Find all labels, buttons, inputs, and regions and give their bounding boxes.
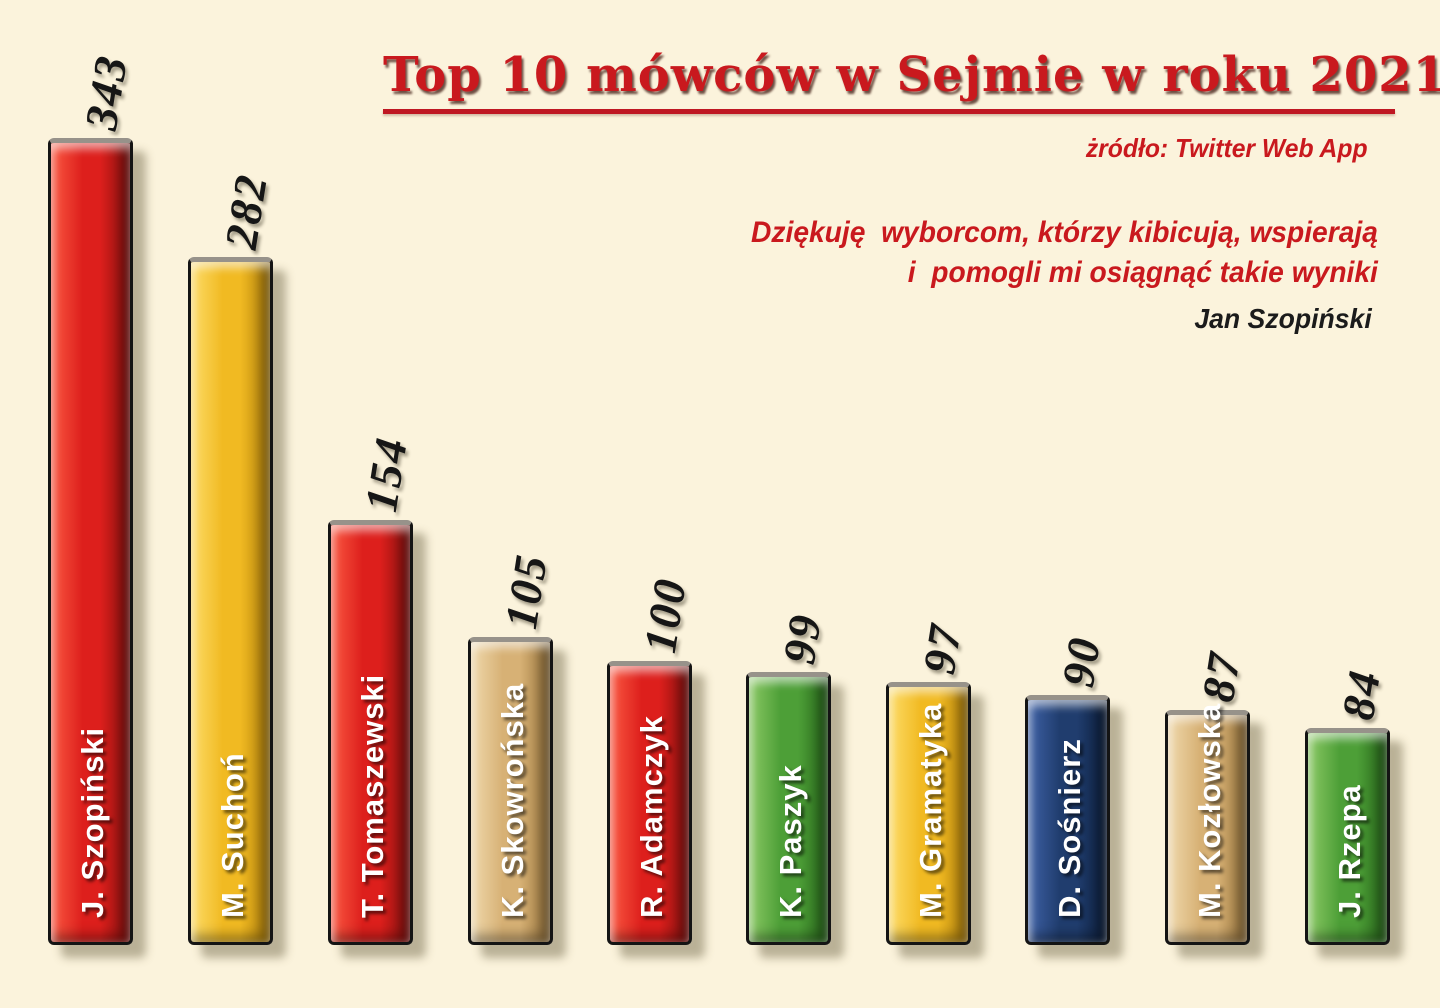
bar-name-label: K. Paszyk [772,764,808,918]
bar-5 [607,661,692,945]
bar-name-label: J. Rzepa [1331,784,1367,918]
bar-6 [746,672,831,945]
bar-value-label: 282 [214,170,277,253]
quote-author: Jan Szopiński [1194,303,1372,334]
bar-name-label: R. Adamczyk [633,715,669,918]
title-underline [383,109,1395,114]
source-caption: żródło: Twitter Web App [1086,133,1368,163]
bar-value-label: 84 [1331,665,1390,724]
bar-10 [1305,728,1390,945]
bar-value-label: 154 [354,433,417,516]
bar-name-label: M. Kozłowska [1191,702,1227,918]
bar-2 [188,257,273,945]
bar-name-label: D. Sośnierz [1051,738,1087,918]
bar-value-label: 343 [74,51,137,134]
bar-4 [468,637,553,945]
quote-line-2: i pomogli mi osiągnąć takie wyniki [907,256,1378,289]
page-title: Top 10 mówców w Sejmie w roku 2021 [383,47,1440,103]
bar-7 [886,682,971,945]
bar-value-label: 87 [1191,647,1250,706]
bar-name-label: T. Tomaszewski [354,673,390,918]
bar-name-label: M. Gramatyka [912,702,948,918]
bar-8 [1025,695,1110,945]
bar-1 [48,138,133,945]
bar-value-label: 100 [633,574,696,657]
bar-value-label: 105 [494,550,557,633]
bar-name-label: K. Skowrońska [494,682,530,918]
bar-value-label: 90 [1051,632,1110,691]
quote-block: Dziękuję wyborcom, którzy kibicują, wspi… [751,213,1378,293]
bar-3 [328,520,413,945]
quote-line-1: Dziękuję wyborcom, którzy kibicują, wspi… [751,216,1378,249]
bar-name-label: J. Szopiński [74,726,110,918]
bar-9 [1165,710,1250,945]
bar-value-label: 99 [772,609,831,668]
bar-name-label: M. Suchoń [214,752,250,918]
bar-value-label: 97 [912,619,971,678]
